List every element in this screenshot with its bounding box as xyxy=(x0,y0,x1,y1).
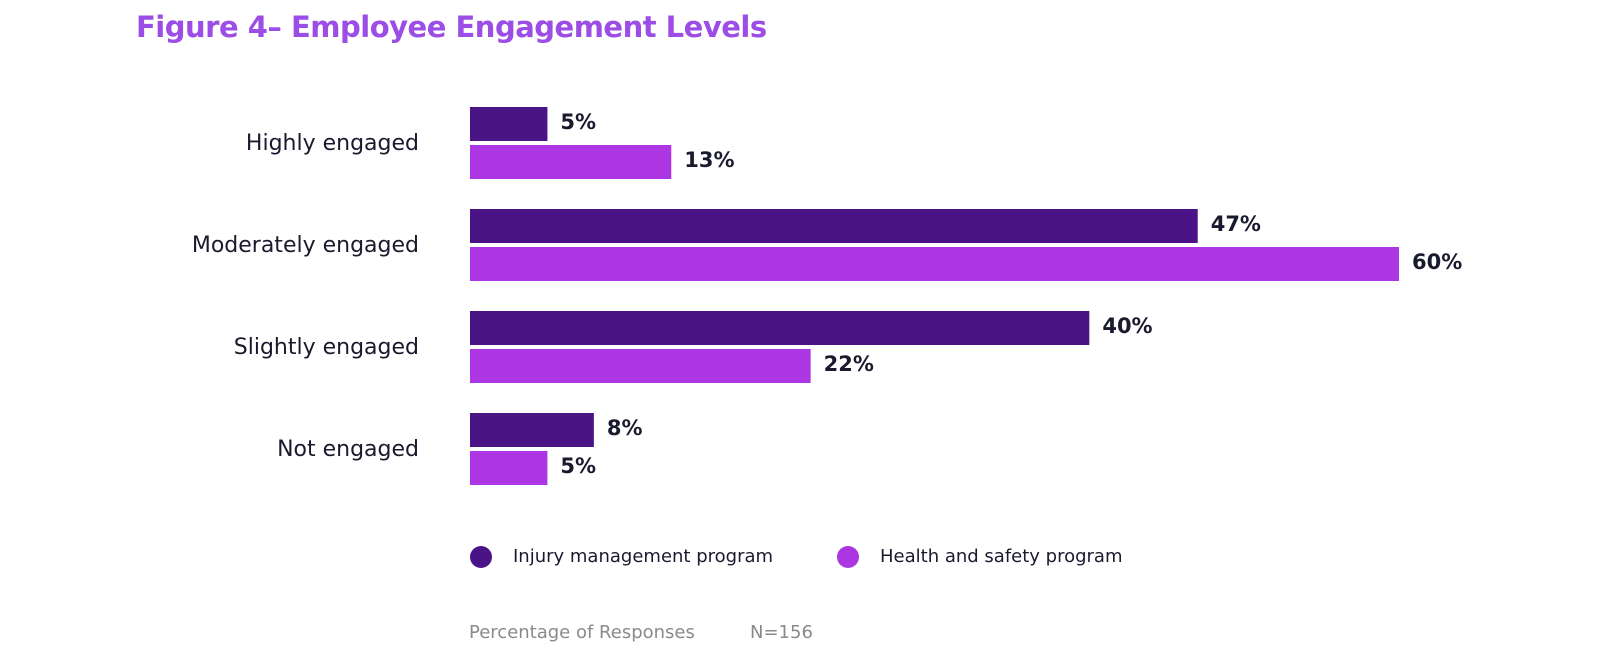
category-label: Highly engaged xyxy=(246,131,419,156)
legend-label: Injury management program xyxy=(513,546,773,567)
data-label: 13% xyxy=(684,148,734,172)
bar xyxy=(470,145,672,179)
bar xyxy=(470,209,1198,243)
axis-label: Percentage of Responses xyxy=(469,622,695,643)
bar xyxy=(470,247,1399,281)
chart-title: Figure 4– Employee Engagement Levels xyxy=(136,10,767,44)
data-label: 8% xyxy=(607,416,643,440)
data-label: 40% xyxy=(1102,314,1152,338)
legend-label: Health and safety program xyxy=(880,546,1123,567)
legend-marker xyxy=(837,546,859,568)
data-label: 60% xyxy=(1412,250,1462,274)
legend-marker xyxy=(470,546,492,568)
bar xyxy=(470,107,548,141)
category-label: Slightly engaged xyxy=(234,335,419,360)
bar xyxy=(470,413,594,447)
category-label: Moderately engaged xyxy=(192,233,419,258)
sample-size-label: N=156 xyxy=(750,622,813,643)
category-label: Not engaged xyxy=(277,437,419,462)
data-label: 5% xyxy=(560,110,596,134)
data-label: 47% xyxy=(1211,212,1261,236)
bar xyxy=(470,311,1090,345)
data-label: 5% xyxy=(560,454,596,478)
data-label: 22% xyxy=(824,352,874,376)
bar xyxy=(470,451,548,485)
bar xyxy=(470,349,811,383)
